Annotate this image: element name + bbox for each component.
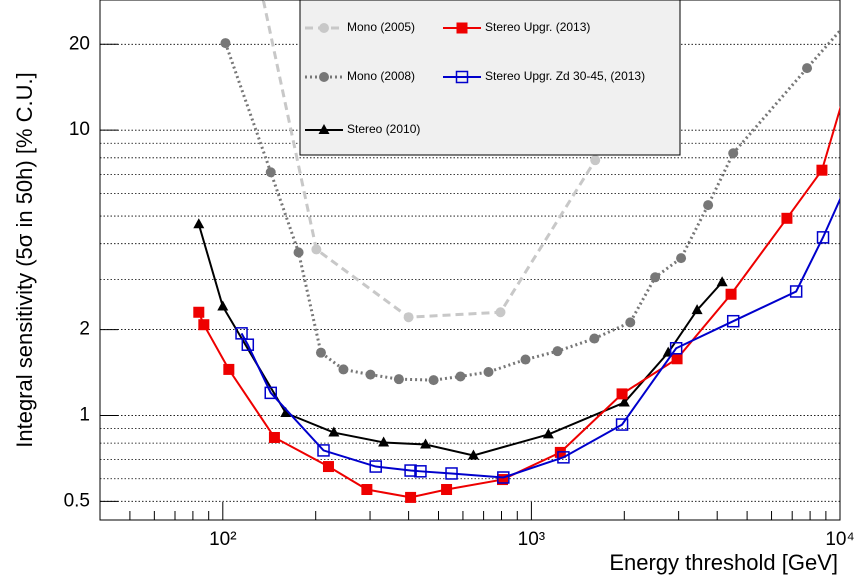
legend-label: Stereo Upgr. Zd 30-45, (2013) — [485, 69, 645, 83]
marker — [317, 444, 330, 457]
marker — [403, 312, 414, 323]
marker — [361, 484, 373, 496]
marker — [455, 371, 466, 382]
marker — [781, 212, 793, 224]
marker — [483, 367, 494, 378]
marker — [650, 272, 661, 283]
marker — [495, 307, 506, 318]
legend-label: Mono (2005) — [347, 20, 415, 34]
marker — [542, 428, 554, 439]
marker — [378, 436, 390, 447]
legend-label: Stereo Upgr. (2013) — [485, 20, 590, 34]
marker — [405, 491, 417, 503]
marker — [445, 467, 458, 480]
marker — [319, 72, 329, 82]
marker — [223, 363, 235, 375]
marker — [220, 38, 231, 49]
marker — [404, 464, 417, 477]
marker — [497, 471, 510, 484]
marker — [198, 319, 210, 331]
y-tick-label: 20 — [69, 33, 90, 54]
series-line — [197, 105, 840, 499]
legend-label: Mono (2008) — [347, 69, 415, 83]
marker — [590, 155, 601, 166]
marker — [716, 276, 728, 287]
marker — [441, 484, 453, 496]
marker — [268, 431, 280, 443]
marker — [557, 451, 570, 464]
marker — [789, 285, 803, 298]
marker — [264, 386, 277, 400]
marker — [618, 396, 630, 407]
marker — [616, 388, 628, 400]
marker — [725, 288, 737, 300]
legend-box — [299, 0, 681, 156]
marker — [455, 70, 469, 84]
y-tick-label: 2 — [79, 319, 90, 340]
marker — [625, 317, 636, 328]
marker — [280, 406, 292, 417]
marker — [847, 60, 858, 71]
marker — [467, 449, 479, 460]
marker — [728, 148, 739, 159]
marker — [293, 247, 304, 258]
marker — [496, 474, 508, 486]
marker — [338, 364, 349, 375]
marker — [328, 426, 340, 437]
x-axis-label: Energy threshold [GeV] — [609, 550, 838, 575]
series-line — [197, 223, 723, 457]
x-tick-label: 10² — [209, 529, 236, 550]
marker — [589, 333, 600, 344]
marker — [311, 244, 322, 255]
marker — [217, 300, 229, 311]
marker — [816, 231, 830, 244]
y-tick-label: 0.5 — [64, 490, 90, 511]
marker — [318, 124, 330, 134]
series-line — [240, 196, 840, 479]
marker — [322, 461, 334, 473]
x-tick-label: 10³ — [518, 529, 545, 550]
x-tick-label: 10⁴ — [825, 529, 854, 550]
marker — [520, 354, 531, 365]
marker — [726, 314, 740, 328]
marker — [193, 306, 205, 318]
marker — [365, 369, 376, 380]
marker — [265, 167, 276, 178]
marker — [414, 465, 427, 478]
marker — [671, 353, 683, 365]
y-tick-label: 10 — [69, 119, 90, 140]
y-axis-label: Integral sensitivity (5σ in 50h) [% C.U.… — [12, 72, 37, 448]
legend: Mono (2005) Mono (2008) Stereo (2010) Stere… — [305, 20, 645, 136]
marker — [676, 253, 687, 264]
marker — [847, 165, 858, 176]
marker — [428, 375, 439, 386]
marker — [669, 342, 683, 355]
marker — [319, 23, 329, 33]
marker — [235, 327, 248, 340]
marker — [241, 338, 255, 351]
grid — [100, 43, 840, 502]
marker — [456, 22, 468, 34]
marker — [315, 347, 326, 358]
marker — [703, 200, 714, 211]
marker — [802, 63, 813, 74]
marker — [848, 11, 858, 21]
marker — [393, 374, 404, 385]
y-tick-label: 1 — [79, 404, 90, 425]
marker — [369, 460, 382, 473]
marker — [193, 218, 205, 229]
marker — [552, 346, 563, 357]
marker — [615, 418, 629, 431]
marker — [691, 304, 703, 315]
marker — [420, 438, 432, 449]
legend-label: Stereo (2010) — [347, 122, 420, 136]
marker — [816, 164, 828, 176]
